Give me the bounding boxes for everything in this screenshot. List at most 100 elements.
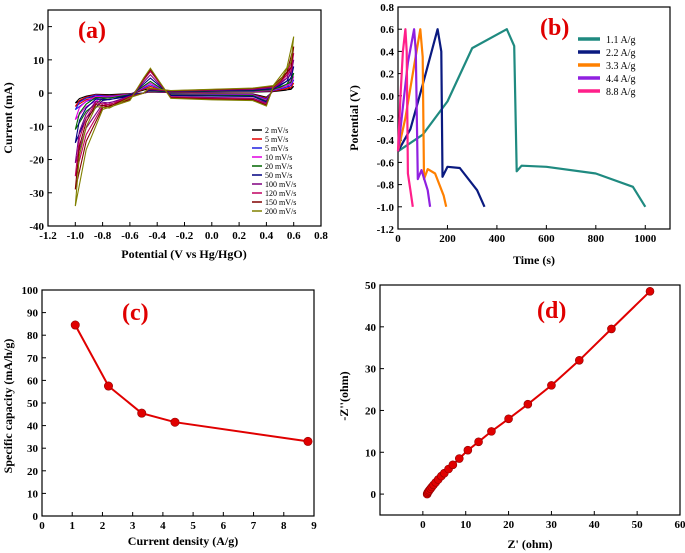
legend-label: 2 mV/s — [265, 126, 288, 135]
legend-label: 2.2 A/g — [606, 48, 635, 59]
y-tick-label: 0.2 — [380, 69, 394, 81]
x-tick-label: -0.8 — [94, 230, 112, 242]
cv-curve — [74, 36, 295, 207]
cv-curve — [74, 76, 295, 121]
xlabel-c: Current density (A/g) — [128, 534, 238, 548]
panel-label-a: (a) — [78, 18, 106, 44]
y-tick-label: 10 — [365, 447, 377, 459]
ylabel-d: -Z''(ohm) — [337, 371, 351, 420]
y-tick-label: -30 — [29, 188, 44, 200]
x-tick-label: 1 — [69, 520, 75, 532]
cv-curve — [74, 59, 295, 164]
y-tick-label: 40 — [27, 421, 39, 433]
x-tick-label: 60 — [675, 519, 685, 531]
cv-curve — [74, 85, 295, 104]
gcd-curve — [396, 28, 448, 208]
panel-label-c: (c) — [122, 300, 149, 326]
y-tick-label: 80 — [27, 330, 39, 342]
legend-label: 10 mV/s — [265, 153, 292, 162]
x-tick-label: -0.4 — [148, 230, 166, 242]
series-d — [422, 286, 655, 499]
y-tick-label: -0.2 — [377, 113, 395, 125]
y-tick-label: 0.0 — [380, 91, 394, 103]
y-tick-label: 10 — [27, 488, 39, 500]
y-tick-label: -1.2 — [377, 224, 395, 236]
nyquist-point — [607, 324, 616, 334]
y-tick-label: 30 — [27, 443, 39, 455]
ticks-b: 0 200 400 600 800 1000 -1.2 -1.0 -0.8 -0.6 -0.4 -0.… — [377, 2, 657, 245]
gcd-curve — [396, 28, 432, 207]
y-tick-label: 60 — [27, 375, 39, 387]
nyquist-point — [448, 460, 458, 470]
y-tick-label: 20 — [27, 466, 39, 478]
y-tick-label: 100 — [22, 285, 39, 297]
x-tick-label: 30 — [546, 519, 558, 531]
cv-curve — [74, 72, 295, 130]
capacity-point — [137, 408, 147, 418]
y-tick-label: 90 — [27, 308, 39, 320]
x-tick-label: -1.2 — [39, 230, 57, 242]
x-tick-label: 40 — [589, 519, 601, 531]
x-tick-label: 800 — [588, 233, 605, 245]
nyquist-point — [487, 427, 496, 436]
gcd-curve — [396, 28, 414, 207]
x-tick-label: 0 — [39, 520, 45, 532]
x-tick-label: 10 — [460, 519, 472, 531]
x-tick-label: 2 — [100, 520, 106, 532]
legend-label: 200 mV/s — [265, 207, 296, 216]
x-tick-label: 0 — [395, 233, 401, 245]
panel-label-b: (b) — [540, 15, 569, 41]
x-tick-label: 20 — [503, 519, 515, 531]
nyquist-point — [523, 399, 533, 409]
x-tick-label: 0.0 — [205, 230, 219, 242]
y-tick-label: -40 — [29, 221, 44, 233]
cv-curve — [74, 46, 295, 190]
series-b — [396, 28, 647, 208]
y-tick-label: -10 — [29, 121, 44, 133]
x-tick-label: 6 — [221, 520, 227, 532]
nyquist-point — [463, 445, 473, 455]
ylabel-c: Specific capacity (mA/h/g) — [1, 339, 15, 474]
y-tick-label: 0.8 — [380, 2, 394, 14]
y-tick-label: -20 — [29, 155, 44, 167]
x-tick-label: 50 — [632, 519, 644, 531]
ylabel-a: Current (mA) — [1, 82, 15, 153]
nyquist-point — [574, 355, 584, 365]
y-tick-label: 20 — [365, 405, 377, 417]
xlabel-b: Time (s) — [513, 253, 555, 267]
x-tick-label: -0.2 — [176, 230, 194, 242]
ylabel-b: Potential (V) — [347, 85, 361, 151]
x-tick-label: 5 — [190, 520, 196, 532]
legend-a: 2 mV/s5 mV/s5 mV/s10 mV/s20 mV/s50 mV/s1… — [252, 126, 296, 216]
x-tick-label: 0.8 — [314, 230, 328, 242]
x-tick-label: 1000 — [634, 233, 657, 245]
x-tick-label: 200 — [439, 233, 456, 245]
y-tick-label: -0.4 — [377, 135, 395, 147]
panel-a: (a) Potential (V vs Hg/HgO) Current (mA)… — [1, 9, 328, 261]
y-tick-label: 0.6 — [380, 24, 394, 36]
x-tick-label: 0 — [420, 519, 426, 531]
panel-d: (d) Z' (ohm) -Z''(ohm) 0 10 20 30 40 50 60 0 10 2… — [337, 280, 685, 551]
legend-b: 1.1 A/g 2.2 A/g 3.3 A/g 4.4 A/g 8.8 A/g — [578, 35, 635, 98]
panel-b: (b) Time (s) Potential (V) 0 200 400 600 800… — [347, 2, 671, 267]
ticks-a: -1.2 -1.0 -0.8 -0.6 -0.4 -0.2 0.0 0.2 0.4 0.6 0.8 -… — [29, 22, 328, 242]
y-tick-label: 0 — [371, 489, 377, 501]
x-tick-label: 600 — [538, 233, 555, 245]
x-tick-label: 0.4 — [260, 230, 274, 242]
legend-label: 20 mV/s — [265, 162, 292, 171]
y-tick-label: 40 — [365, 322, 377, 334]
y-tick-label: 0 — [39, 88, 45, 100]
series-a — [74, 36, 295, 207]
legend-label: 120 mV/s — [265, 189, 296, 198]
nyquist-point — [547, 381, 556, 390]
capacity-point — [303, 436, 313, 446]
panel-label-d: (d) — [537, 298, 566, 324]
ticks-d: 0 10 20 30 40 50 60 0 10 20 30 40 50 — [365, 280, 685, 531]
cv-curve — [74, 66, 295, 144]
x-tick-label: 9 — [311, 520, 317, 532]
legend-label: 8.8 A/g — [606, 87, 635, 98]
legend-label: 100 mV/s — [265, 180, 296, 189]
legend-label: 5 mV/s — [265, 135, 288, 144]
